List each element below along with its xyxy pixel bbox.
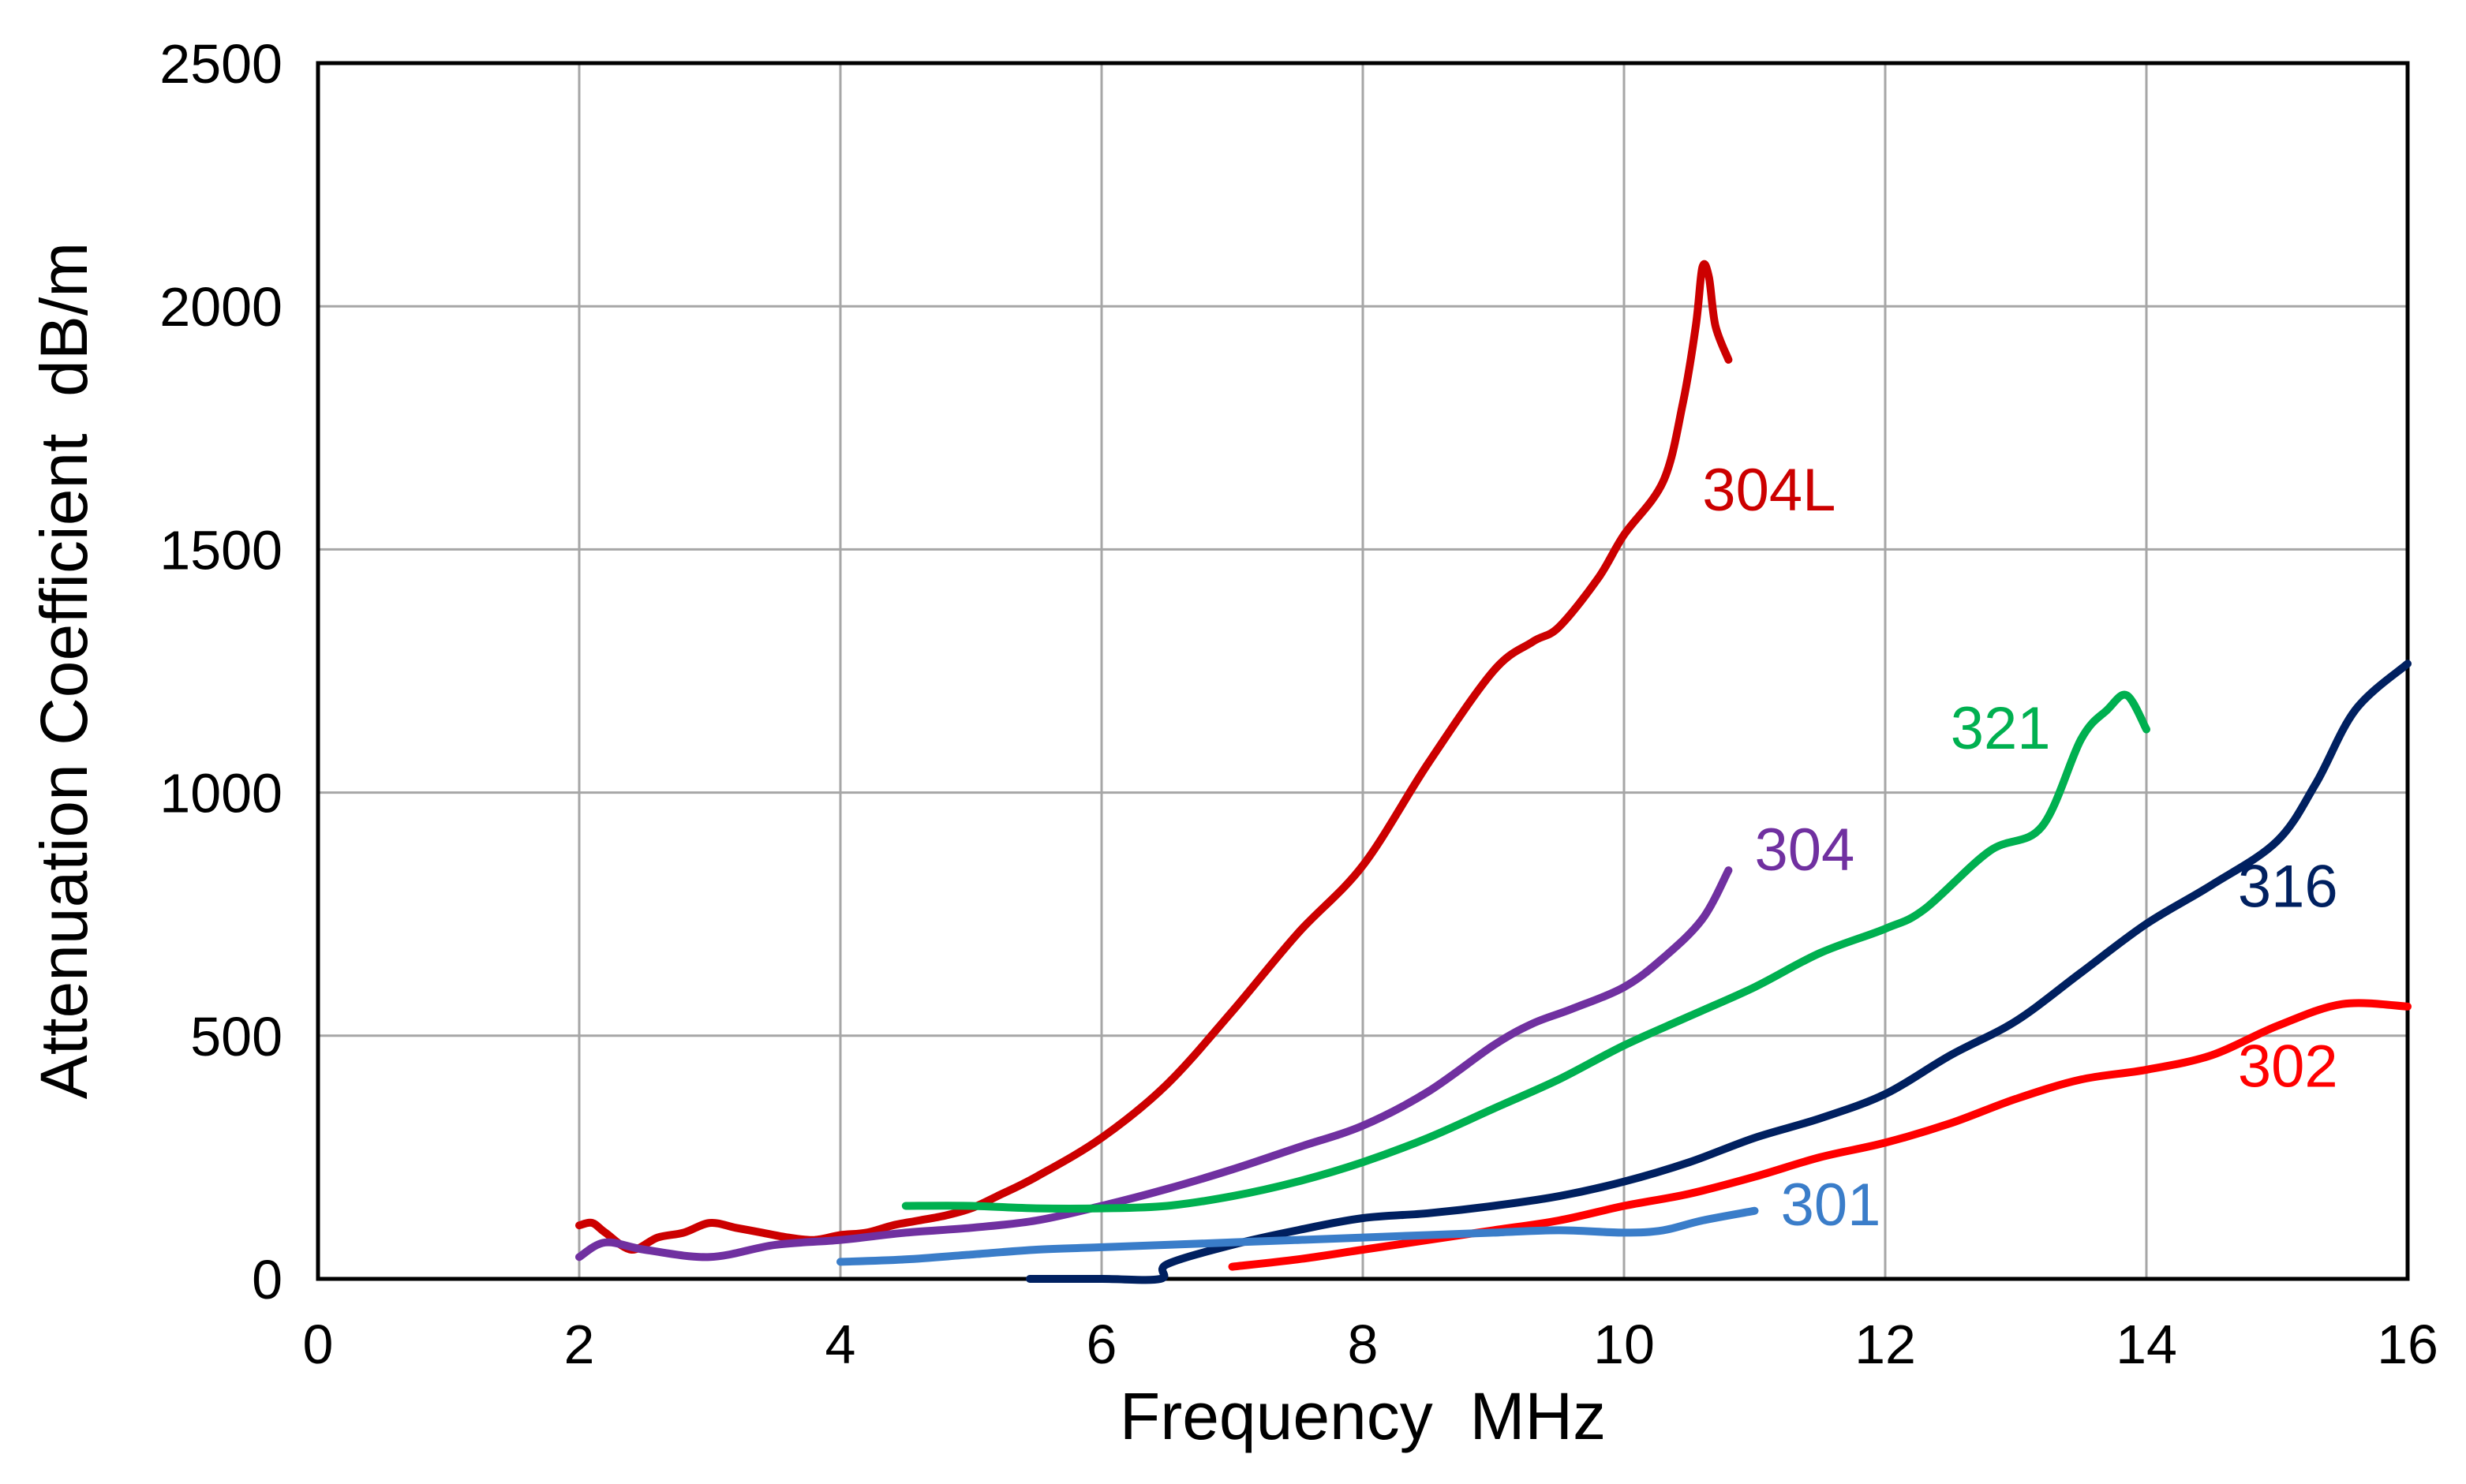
y-tick-label: 2500 xyxy=(159,33,283,95)
series-label-302: 302 xyxy=(2238,1034,2338,1101)
x-tick-label: 12 xyxy=(1854,1314,1916,1375)
grid xyxy=(316,62,2409,1280)
series-label-301: 301 xyxy=(1781,1172,1881,1239)
series-line-302 xyxy=(1228,999,2412,1271)
series-label-321: 321 xyxy=(1951,695,2051,762)
series-labels: 304L 304 321 316 302 301 xyxy=(1702,457,2337,1239)
x-tick-label: 10 xyxy=(1593,1314,1655,1375)
x-axis-title: Frequency MHz xyxy=(1120,1379,1606,1453)
series-line-301 xyxy=(836,1206,1759,1266)
series-label-304l: 304L xyxy=(1702,457,1835,524)
plot-frame xyxy=(316,61,2410,1281)
x-tick-label: 2 xyxy=(564,1314,595,1375)
y-tick-label: 0 xyxy=(252,1249,283,1310)
x-tick-label: 16 xyxy=(2377,1314,2438,1375)
series-lines xyxy=(575,260,2412,1284)
y-tick-labels: 0 500 1000 1500 2000 2500 xyxy=(159,33,283,1310)
x-tick-label: 14 xyxy=(2116,1314,2177,1375)
y-tick-label: 1500 xyxy=(159,519,283,581)
series-line-304 xyxy=(575,866,1733,1262)
y-tick-label: 2000 xyxy=(159,276,283,338)
series-line-304l xyxy=(575,260,1733,1254)
x-tick-label: 8 xyxy=(1348,1314,1379,1375)
series-label-304: 304 xyxy=(1755,817,1855,884)
series-line-321 xyxy=(901,690,2150,1213)
x-tick-label: 4 xyxy=(825,1314,856,1375)
x-tick-label: 0 xyxy=(303,1314,334,1375)
x-tick-label: 6 xyxy=(1087,1314,1117,1375)
y-tick-label: 1000 xyxy=(159,763,283,824)
y-axis-title: Attenuation Coefficient dB/m xyxy=(27,242,101,1099)
series-label-316: 316 xyxy=(2238,853,2338,920)
y-tick-label: 500 xyxy=(190,1006,283,1067)
x-tick-labels: 0 2 4 6 8 10 12 14 16 xyxy=(303,1314,2438,1375)
